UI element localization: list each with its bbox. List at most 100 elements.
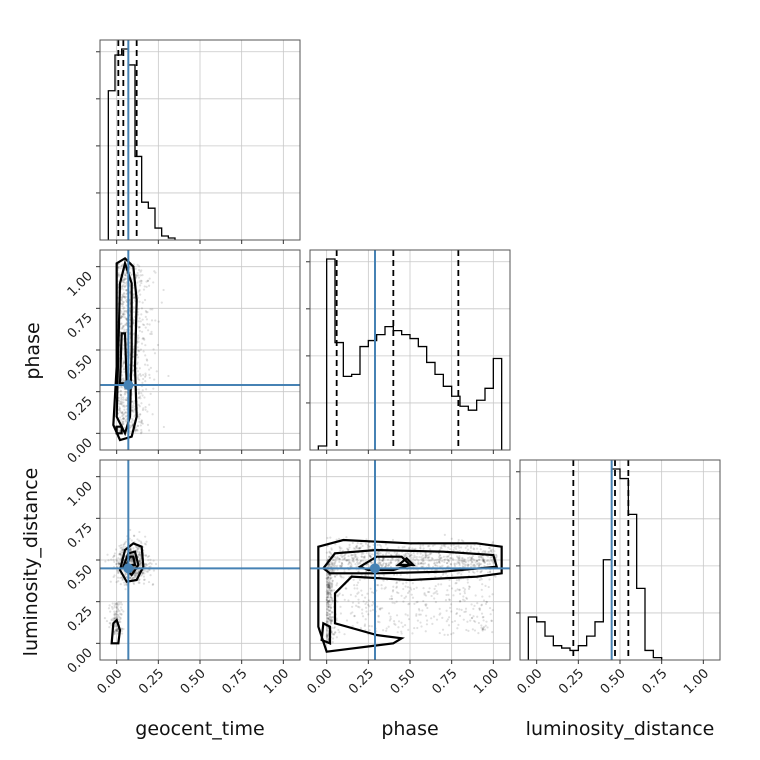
sample-point [455, 612, 459, 615]
sample-point [469, 546, 473, 550]
sample-point [330, 620, 334, 623]
sample-point [139, 270, 142, 273]
sample-point [116, 569, 119, 572]
sample-point [413, 559, 417, 562]
sample-point [138, 317, 141, 320]
sample-point [125, 288, 128, 292]
sample-point [488, 550, 491, 553]
sample-point [470, 557, 473, 560]
sample-point [136, 353, 139, 357]
sample-point [325, 577, 328, 580]
sample-point [330, 593, 333, 597]
sample-point [113, 604, 116, 607]
sample-point [114, 623, 118, 626]
sample-point [137, 424, 140, 428]
sample-point [377, 562, 380, 565]
sample-point [331, 579, 334, 582]
sample-point [395, 585, 398, 588]
sample-point [120, 264, 123, 267]
sample-point [109, 610, 112, 613]
sample-point [122, 377, 125, 380]
sample-point [384, 543, 387, 546]
sample-point [473, 629, 477, 632]
sample-point [382, 574, 386, 577]
sample-point [115, 606, 118, 610]
sample-point [122, 401, 125, 404]
sample-point [140, 342, 144, 345]
sample-point [151, 308, 154, 311]
sample-point [144, 535, 147, 538]
sample-point [490, 619, 493, 623]
sample-point [428, 590, 431, 594]
sample-point [120, 287, 124, 290]
sample-point [115, 563, 118, 566]
sample-point [328, 600, 331, 603]
sample-point [137, 326, 140, 329]
sample-point [326, 579, 329, 582]
sample-point [122, 283, 125, 286]
sample-point [113, 617, 117, 620]
sample-point [381, 559, 385, 562]
sample-point [329, 621, 332, 624]
sample-point [427, 563, 430, 566]
sample-point [448, 616, 451, 619]
sample-point [462, 560, 466, 563]
sample-point [468, 570, 471, 574]
sample-point [331, 570, 334, 573]
sample-point [330, 562, 334, 565]
sample-point [437, 583, 440, 586]
sample-point [326, 584, 329, 587]
sample-point [485, 600, 488, 603]
sample-point [417, 561, 420, 564]
sample-point [450, 633, 453, 636]
sample-point [397, 558, 400, 561]
sample-point [338, 560, 341, 563]
sample-point [143, 375, 147, 378]
sample-point [379, 552, 382, 555]
sample-point [478, 558, 481, 561]
sample-point [478, 563, 481, 566]
sample-point [457, 561, 460, 565]
sample-point [481, 556, 484, 559]
sample-point [118, 407, 121, 410]
sample-point [482, 619, 485, 622]
sample-point [330, 606, 333, 609]
sample-point [469, 545, 473, 548]
sample-point [386, 558, 390, 561]
sample-point [357, 598, 360, 601]
panel-luminosity-distance-vs-geocent-time: 0.00 0.25 0.50 0.75 1.000.000.250.500.751.00 [65, 459, 301, 697]
sample-point [481, 628, 484, 631]
sample-point [119, 411, 122, 414]
sample-point [469, 559, 472, 562]
sample-point [395, 581, 398, 584]
sample-point [482, 558, 485, 561]
sample-point [409, 555, 412, 558]
sample-point [116, 607, 119, 610]
sample-point [469, 550, 472, 553]
y-tick-label: 0.50 [65, 352, 96, 383]
sample-point [351, 560, 354, 563]
sample-point [125, 404, 128, 407]
sample-point [424, 551, 427, 555]
sample-point [134, 430, 137, 433]
sample-point [132, 547, 135, 550]
sample-point [363, 623, 367, 626]
sample-point [438, 559, 441, 562]
sample-point [119, 316, 123, 319]
sample-point [146, 311, 149, 314]
sample-point [391, 601, 394, 604]
sample-point [326, 595, 329, 599]
sample-point [326, 620, 329, 623]
sample-point [351, 625, 354, 628]
sample-point [138, 288, 141, 292]
sample-point [482, 560, 485, 563]
sample-point [327, 585, 330, 589]
sample-point [370, 591, 374, 594]
sample-point [150, 330, 153, 333]
sample-point [131, 423, 134, 427]
sample-point [376, 543, 379, 547]
sample-point [325, 635, 328, 638]
sample-point [115, 629, 118, 632]
sample-point [351, 601, 355, 604]
sample-point [130, 557, 133, 560]
